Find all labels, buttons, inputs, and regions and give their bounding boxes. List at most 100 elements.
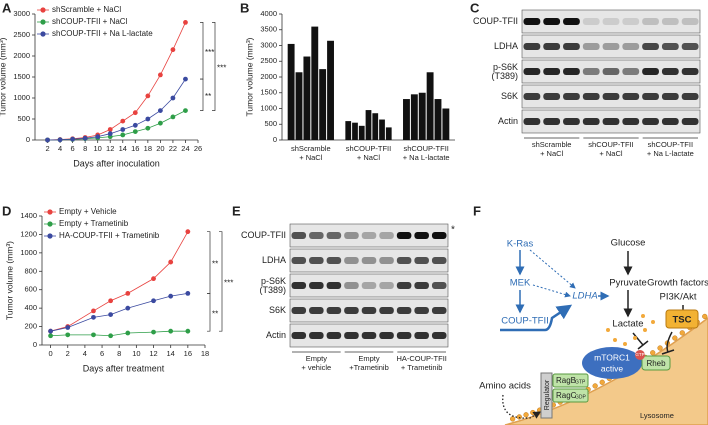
blot-strip [521,9,701,34]
blot-band [291,232,307,239]
node-label: K-Ras [507,239,534,250]
blot-group-label: +Trametinib [349,363,389,372]
blot-band [396,282,412,289]
data-point [185,229,191,235]
data-point [157,72,163,78]
blot-band [681,68,699,75]
blot-band [582,18,600,25]
lipid-head [530,409,536,416]
blot-band [379,332,394,339]
blot-band [661,68,679,75]
data-point [48,328,53,334]
data-point [108,312,114,317]
blot-row-label: COUP-TFII [241,230,286,240]
blot-group-label: HA-COUP-TFII [396,354,446,363]
blot-band [291,257,307,264]
bar [287,43,295,140]
blot-band [414,257,429,264]
blot-group-label: shCOUP-TFII [648,140,693,149]
arrow [529,249,576,289]
significance-label: ** [212,260,218,269]
arrow [502,394,542,419]
blot-band [431,282,447,289]
significance-bracket [207,293,211,332]
blot-band [291,307,307,314]
blot-band [523,18,541,25]
node-label: Lactate [612,319,643,330]
blot-band [523,93,541,100]
data-point [125,291,131,296]
x-tick-label: 2 [66,349,70,358]
y-tick-label: 200 [24,322,37,331]
blot-band [622,118,640,125]
x-tick-label: 26 [194,144,202,153]
blot-band [361,332,377,339]
blot-band [326,332,342,339]
blot-group-label: shCOUP-TFII [588,140,633,149]
y-tick-label: 400 [24,303,37,312]
blot-row-label: Actin [498,116,518,126]
blot-band [326,257,342,264]
blot-band [642,118,659,125]
blot-band [431,257,447,264]
significance-label: ** [205,92,211,101]
blot-band [344,307,359,314]
blot-band [602,118,620,125]
blot-band [326,282,342,289]
inhibit-bar [661,349,675,355]
blot-band [361,307,377,314]
y-axis-label: Tumor volume (mm³) [4,241,14,320]
significance-label: *** [205,48,214,57]
bar [434,99,442,140]
blot-band [431,232,447,239]
data-point [168,328,174,334]
rheb-box [641,355,671,371]
blot-band [309,232,324,239]
blot-row-label: S6K [501,91,518,101]
data-point [65,332,71,338]
x-tick-label: 4 [58,144,62,153]
blot-band [681,118,699,125]
blot-band [414,307,429,314]
y-tick-label: 1000 [260,103,277,112]
bar [372,113,379,140]
data-point [170,47,176,53]
x-tick-label: 6 [71,144,75,153]
bar [418,92,426,140]
blot-band [414,332,429,339]
significance-label: *** [217,64,226,73]
bar [295,72,303,140]
node-label: Regulator [544,379,551,410]
panel-label: A [2,0,12,15]
x-tick-label: 18 [144,144,152,153]
legend-marker [47,221,53,227]
blot-group-label: Empty [306,354,328,363]
data-point [185,328,191,334]
data-point [91,314,96,320]
bar [352,122,358,140]
y-tick-label: 0 [273,135,277,144]
blot-band [543,43,561,50]
x-tick-label: 12 [106,144,114,153]
node-label: RagB [556,376,576,385]
bar [426,72,434,140]
data-point [82,135,88,141]
y-tick-label: 2000 [260,72,277,81]
node-label: PI3K/Akt [660,292,697,303]
y-tick-label: 1500 [13,72,30,81]
x-tick-label: 16 [131,144,139,153]
legend-label: Empty + Trametinib [59,219,129,228]
x-tick-label: 6 [100,349,104,358]
data-point [108,298,114,304]
y-tick-label: 600 [24,285,37,294]
data-point [107,127,113,132]
legend-label: shCOUP-TFII + NaCl [52,17,128,26]
blot-band [543,68,561,75]
series-line [50,231,189,332]
x-tick-label: 10 [94,144,102,153]
blot-band [543,118,561,125]
node-label: TSC [673,315,692,326]
blot-band [309,257,324,264]
legend-label: shScramble + NaCl [52,5,121,14]
node-label: Pyruvate [609,278,647,289]
